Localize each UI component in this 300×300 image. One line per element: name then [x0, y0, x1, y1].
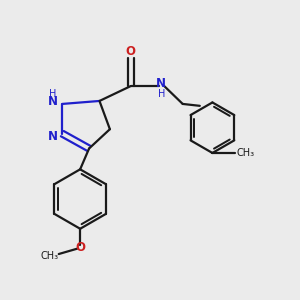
Text: N: N: [48, 95, 58, 108]
Text: H: H: [158, 88, 165, 98]
Text: CH₃: CH₃: [40, 250, 58, 260]
Text: CH₃: CH₃: [236, 148, 254, 158]
Text: N: N: [48, 130, 58, 142]
Text: N: N: [156, 77, 166, 90]
Text: O: O: [76, 241, 86, 254]
Text: O: O: [126, 45, 136, 58]
Text: H: H: [49, 88, 56, 98]
